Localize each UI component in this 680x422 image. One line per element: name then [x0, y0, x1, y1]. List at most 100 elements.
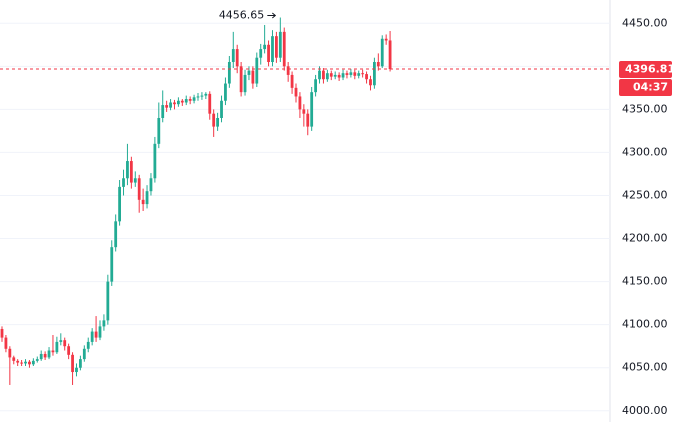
candle-body [177, 100, 180, 105]
candle-body [169, 102, 172, 108]
candle-body [149, 178, 153, 192]
candle-body [314, 79, 317, 93]
candle-body [180, 100, 184, 103]
candle-body [43, 353, 47, 358]
candle-body [239, 66, 243, 93]
candle-body [337, 74, 341, 78]
candle-body [263, 44, 267, 50]
candle-body [243, 74, 247, 93]
candle-body [75, 367, 78, 373]
candle-body [345, 73, 349, 75]
candle-body [133, 178, 137, 183]
y-tick-label: 4150.00 [622, 275, 668, 288]
candle-body [251, 70, 255, 84]
candle-body [341, 73, 345, 78]
candle-body [157, 117, 161, 144]
candle-body [231, 49, 235, 63]
candle-body [325, 73, 329, 80]
candle-body [282, 31, 286, 67]
candle-body [227, 62, 231, 84]
candle-body [204, 93, 208, 96]
candle-body [67, 346, 71, 355]
candle-body [278, 31, 282, 58]
candle-body [247, 70, 251, 75]
candle-body [380, 38, 384, 67]
candle-body [137, 178, 141, 200]
candle-body [384, 38, 388, 41]
candle-body [126, 161, 129, 179]
candle-body [129, 161, 133, 183]
candle-body [333, 74, 337, 77]
candle-body [12, 357, 16, 361]
y-tick-label: 4300.00 [622, 145, 668, 158]
candle-body [267, 44, 270, 63]
candle-body [224, 83, 227, 101]
countdown-label: 04:37 [633, 81, 668, 94]
candle-body [302, 109, 306, 114]
max-arrow [267, 12, 277, 19]
candle-body [365, 74, 368, 80]
candle-body [388, 40, 392, 70]
candle-body [318, 70, 321, 80]
candle-body [369, 79, 372, 86]
candle-body [122, 178, 125, 187]
candle-body [0, 328, 4, 338]
candle-body [275, 36, 278, 58]
candle-body [259, 49, 263, 58]
candle-body [110, 247, 114, 282]
candle-body [322, 70, 325, 80]
candle-body [208, 93, 212, 114]
candle-body [98, 326, 102, 338]
candle-body [102, 320, 106, 327]
candle-body [82, 348, 86, 360]
candle-body [294, 87, 298, 97]
y-tick-label: 4100.00 [622, 318, 668, 331]
candle-body [118, 186, 121, 222]
candle-body [298, 96, 302, 110]
candle-body [329, 73, 333, 77]
candle-body [373, 62, 376, 86]
candle-body [161, 105, 165, 118]
candle-body [51, 350, 55, 353]
candle-body [71, 354, 74, 373]
y-tick-label: 4350.00 [622, 102, 668, 115]
candle-body [212, 113, 216, 127]
candle-body [192, 97, 196, 101]
candle-body [114, 221, 118, 248]
candle-body [271, 36, 274, 63]
candle-body [8, 348, 12, 358]
candle-body [47, 350, 51, 358]
candle-body [153, 143, 157, 179]
candle-body [349, 72, 353, 75]
candle-body [165, 105, 169, 108]
candle-body [376, 62, 380, 67]
candle-body [357, 73, 361, 76]
candle-body [235, 49, 239, 67]
candle-body [310, 92, 314, 127]
countdown-box [619, 79, 672, 97]
max-label: 4456.65 [219, 9, 265, 22]
candle-body [145, 191, 149, 205]
candle-body [353, 72, 357, 76]
candle-body [90, 331, 94, 342]
candle-body [286, 66, 290, 75]
candle-body [55, 341, 59, 353]
candle-body [86, 341, 90, 349]
candle-body [200, 95, 204, 97]
candle-body [20, 362, 23, 364]
candle-body [39, 353, 43, 360]
candle-body [63, 340, 67, 347]
candle-body [184, 99, 188, 103]
candle-body [306, 113, 310, 127]
candle-body [141, 199, 145, 205]
candle-body [24, 361, 27, 364]
y-tick-label: 4050.00 [622, 361, 668, 374]
y-tick-label: 4250.00 [622, 188, 668, 201]
y-tick-label: 4200.00 [622, 232, 668, 245]
candle-body [59, 340, 63, 342]
candle-body [290, 74, 294, 88]
candle-body [28, 361, 31, 365]
candle-body [216, 117, 219, 127]
candle-body [220, 100, 223, 118]
